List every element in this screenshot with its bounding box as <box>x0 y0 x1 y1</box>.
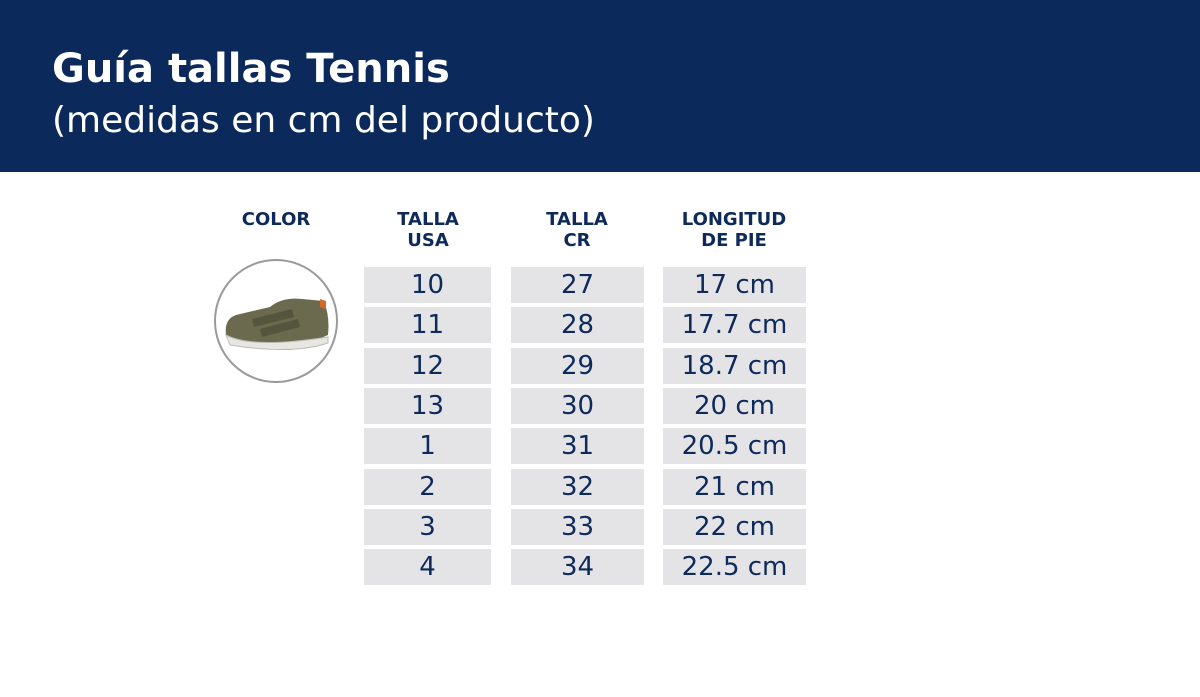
table-cell: 31 <box>511 428 644 465</box>
table-cell: 12 <box>364 347 491 384</box>
table-cell: 28 <box>511 307 644 344</box>
table-cell: 22.5 cm <box>663 549 806 586</box>
column-header: TALLA CR <box>546 209 608 251</box>
shoe-image <box>214 259 338 383</box>
table-cell: 20 cm <box>663 387 806 424</box>
table-cell: 20.5 cm <box>663 428 806 465</box>
header-band: Guía tallas Tennis (medidas en cm del pr… <box>0 0 1200 172</box>
table-cell: 34 <box>511 549 644 586</box>
table-cell: 3 <box>364 508 491 545</box>
title: Guía tallas Tennis <box>52 46 450 92</box>
table-cell: 17 cm <box>663 267 806 303</box>
table-cell: 22 cm <box>663 508 806 545</box>
subtitle: (medidas en cm del producto) <box>52 100 595 141</box>
table-cell: 4 <box>364 549 491 586</box>
table-cell: 1 <box>364 428 491 465</box>
table-cell: 32 <box>511 468 644 505</box>
table-cell: 18.7 cm <box>663 347 806 384</box>
table-cell: 10 <box>364 267 491 303</box>
table-cell: 2 <box>364 468 491 505</box>
table-cell: 21 cm <box>663 468 806 505</box>
table-cell: 33 <box>511 508 644 545</box>
table-cell: 30 <box>511 387 644 424</box>
column-header: LONGITUD DE PIE <box>681 209 787 251</box>
table-cell: 13 <box>364 387 491 424</box>
table-cell: 29 <box>511 347 644 384</box>
column-header: TALLA USA <box>397 209 459 251</box>
table-cell: 17.7 cm <box>663 307 806 344</box>
table-cell: 27 <box>511 267 644 303</box>
column-header: COLOR <box>241 209 311 230</box>
table-cell: 11 <box>364 307 491 344</box>
